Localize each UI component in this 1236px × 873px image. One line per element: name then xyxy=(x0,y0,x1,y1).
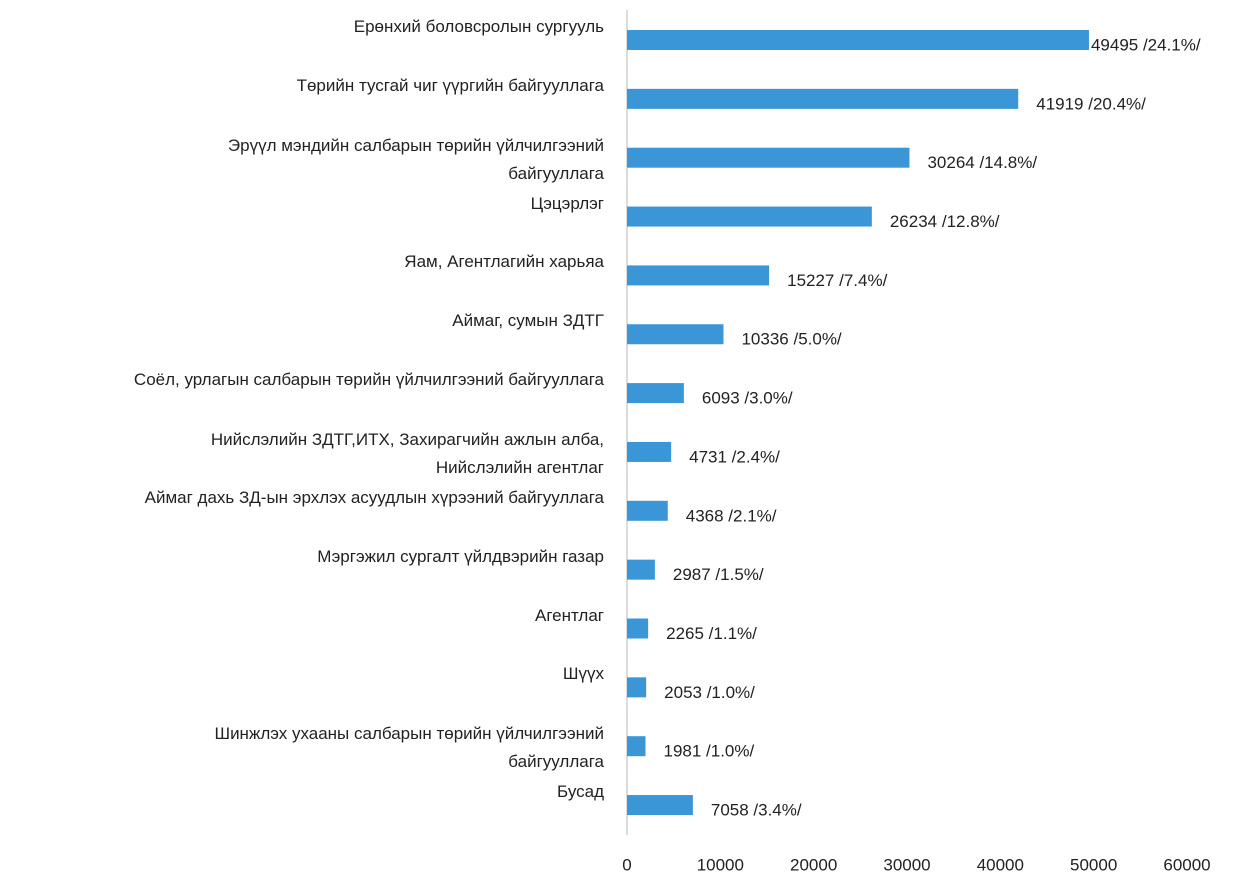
bar xyxy=(627,88,1019,109)
bar xyxy=(627,677,647,698)
bar xyxy=(627,30,1089,50)
category-label: Нийслэлийн ЗДТГ,ИТХ, Захирагчийн ажлын а… xyxy=(210,429,604,477)
value-label: 4731 /2.4%/ xyxy=(689,447,780,466)
category-label: Эрүүл мэндийн салбарын төрийн үйлчилгээн… xyxy=(227,135,604,183)
category-label: Аймаг, сумын ЗДТГ xyxy=(452,311,604,331)
bar xyxy=(627,736,646,757)
value-label: 41919 /20.4%/ xyxy=(1036,94,1146,113)
category-label: Яам, Агентлагийн харьяа xyxy=(404,252,604,272)
x-tick-label: 60000 xyxy=(1163,855,1210,873)
x-tick-label: 50000 xyxy=(1070,855,1117,873)
category-label: Шинжлэх ухааны салбарын төрийн үйлчилгээ… xyxy=(214,724,604,772)
category-label: Ерөнхий боловсролын сургууль xyxy=(353,17,604,36)
category-label: Соёл, урлагын салбарын төрийн үйлчилгээн… xyxy=(133,370,604,390)
x-tick-label: 30000 xyxy=(883,855,930,873)
value-label: 10336 /5.0%/ xyxy=(741,330,841,349)
bar xyxy=(627,147,910,168)
value-label: 26234 /12.8%/ xyxy=(890,212,1000,231)
bar xyxy=(627,559,655,580)
value-label: 1981 /1.0%/ xyxy=(663,742,754,761)
value-label: 2987 /1.5%/ xyxy=(673,565,764,584)
bar xyxy=(627,441,672,462)
value-label: 49495 /24.1%/ xyxy=(1091,35,1201,54)
value-label: 4368 /2.1%/ xyxy=(686,506,777,525)
bar xyxy=(627,500,668,521)
x-tick-label: 0 xyxy=(622,855,631,873)
category-label: Шүүх xyxy=(562,664,604,684)
bar xyxy=(627,795,693,816)
value-label: 7058 /3.4%/ xyxy=(711,801,802,820)
value-label: 6093 /3.0%/ xyxy=(702,389,793,408)
x-tick-label: 10000 xyxy=(697,855,744,873)
category-label: Мэргэжил сургалт үйлдвэрийн газар xyxy=(317,546,604,566)
x-tick-label: 40000 xyxy=(977,855,1024,873)
category-label: Бусад xyxy=(557,782,604,802)
category-label: Цэцэрлэг xyxy=(530,193,604,213)
category-label: Агентлаг xyxy=(535,605,604,625)
category-label: Төрийн тусгай чиг үүргийн байгууллага xyxy=(296,75,604,95)
category-label: Аймаг дахь ЗД-ын эрхлэх асуудлын хүрээни… xyxy=(144,487,604,507)
bar xyxy=(627,324,724,345)
x-tick-label: 20000 xyxy=(790,855,837,873)
value-label: 30264 /14.8%/ xyxy=(927,153,1037,172)
bar xyxy=(627,618,649,639)
bar xyxy=(627,206,872,227)
bar xyxy=(627,383,684,404)
value-label: 15227 /7.4%/ xyxy=(787,271,887,290)
bar xyxy=(627,265,770,286)
value-label: 2265 /1.1%/ xyxy=(666,624,757,643)
value-label: 2053 /1.0%/ xyxy=(664,683,755,702)
